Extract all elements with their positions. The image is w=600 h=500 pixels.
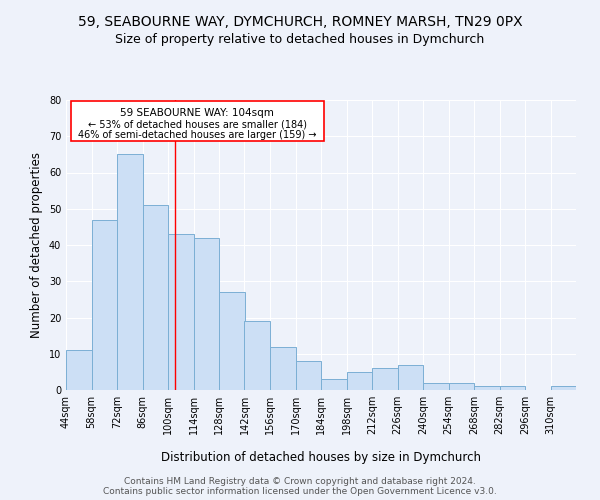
Text: Contains public sector information licensed under the Open Government Licence v3: Contains public sector information licen… <box>103 486 497 496</box>
Y-axis label: Number of detached properties: Number of detached properties <box>30 152 43 338</box>
Text: Contains HM Land Registry data © Crown copyright and database right 2024.: Contains HM Land Registry data © Crown c… <box>124 476 476 486</box>
Bar <box>168 234 193 390</box>
Bar <box>398 364 423 390</box>
Bar <box>347 372 372 390</box>
Text: Distribution of detached houses by size in Dymchurch: Distribution of detached houses by size … <box>161 451 481 464</box>
Bar <box>372 368 398 390</box>
Bar <box>474 386 499 390</box>
Bar <box>66 350 91 390</box>
Bar <box>551 386 576 390</box>
Bar <box>117 154 143 390</box>
Bar <box>423 383 449 390</box>
Text: ← 53% of detached houses are smaller (184): ← 53% of detached houses are smaller (18… <box>88 120 307 130</box>
Bar <box>193 238 219 390</box>
Bar <box>499 386 525 390</box>
Bar <box>321 379 347 390</box>
Text: 46% of semi-detached houses are larger (159) →: 46% of semi-detached houses are larger (… <box>78 130 317 140</box>
FancyBboxPatch shape <box>71 102 323 140</box>
Bar <box>296 361 321 390</box>
Bar <box>245 321 270 390</box>
Bar <box>143 205 168 390</box>
Text: 59 SEABOURNE WAY: 104sqm: 59 SEABOURNE WAY: 104sqm <box>121 108 274 118</box>
Text: 59, SEABOURNE WAY, DYMCHURCH, ROMNEY MARSH, TN29 0PX: 59, SEABOURNE WAY, DYMCHURCH, ROMNEY MAR… <box>77 15 523 29</box>
Bar <box>449 383 474 390</box>
Bar <box>91 220 117 390</box>
Bar <box>270 346 296 390</box>
Bar <box>219 292 245 390</box>
Text: Size of property relative to detached houses in Dymchurch: Size of property relative to detached ho… <box>115 32 485 46</box>
